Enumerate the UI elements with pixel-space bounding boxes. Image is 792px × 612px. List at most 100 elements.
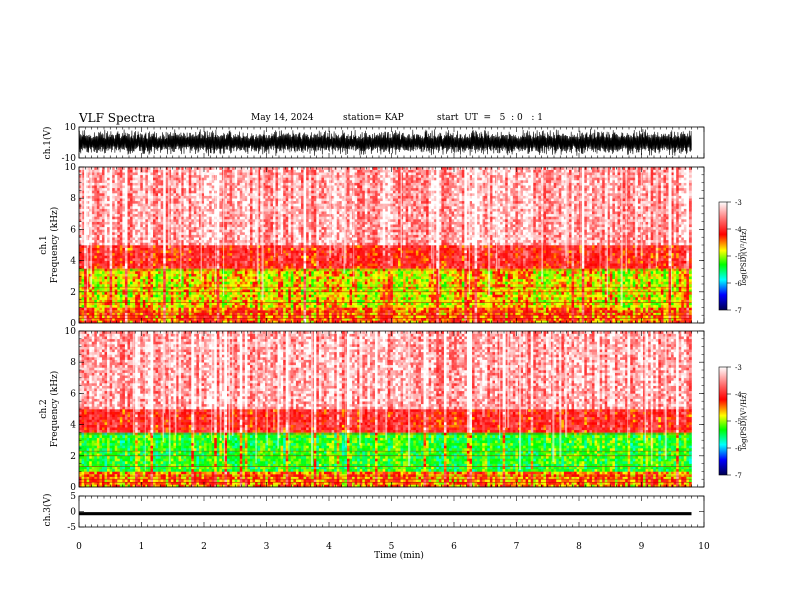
spectrogram-cell	[117, 219, 120, 222]
spectrogram-cell	[110, 193, 113, 196]
spectrogram-cell	[107, 229, 110, 232]
spectrogram-cell	[120, 235, 123, 238]
spectrogram-cell	[120, 258, 123, 261]
spectrogram-cell	[115, 253, 118, 256]
spectrogram-cell	[102, 190, 105, 193]
spectrogram-cell	[112, 237, 115, 240]
spectrogram-cell	[105, 180, 108, 183]
spectrogram-cell	[120, 237, 123, 240]
spectrogram-cell	[105, 209, 108, 212]
spectrogram-cell	[120, 229, 123, 232]
vlf-figure: 10-100246810024681050-50 1 2 3 4 5 6 7 8 9 10 -3-4…	[0, 0, 792, 612]
spectrogram-cell	[102, 209, 105, 212]
spectrogram-cell	[107, 297, 110, 300]
spectrogram-cell	[107, 172, 110, 175]
spectrogram-cell	[97, 206, 100, 209]
spectrogram-cell	[84, 203, 87, 206]
spectrogram-cell	[97, 196, 100, 199]
spectrogram-cell	[89, 294, 92, 297]
spectrogram-cell	[125, 242, 128, 245]
spectrogram-cell	[105, 219, 108, 222]
spectrogram-cell	[105, 255, 108, 258]
spectrogram-cell	[112, 175, 115, 178]
spectrogram-cell	[117, 235, 120, 238]
spectrogram-cell	[97, 245, 100, 248]
spectrogram-cell	[120, 297, 123, 300]
spectrogram-cell	[84, 188, 87, 191]
spectrogram-cell	[117, 183, 120, 186]
spectrogram-cell	[99, 248, 102, 251]
spectrogram-cell	[117, 190, 120, 193]
spectrogram-cell	[120, 177, 123, 180]
spectrogram-cell	[94, 274, 97, 277]
spectrogram-cell	[117, 284, 120, 287]
spectrogram-cell	[120, 170, 123, 173]
spectrogram-cell	[99, 297, 102, 300]
spectrogram-cell	[92, 300, 95, 303]
spectrogram-cell	[105, 240, 108, 243]
spectrogram-cell	[122, 222, 125, 225]
spectrogram-cell	[84, 281, 87, 284]
spectrogram-cell	[112, 242, 115, 245]
spectrogram-cell	[112, 201, 115, 204]
spectrogram-cell	[120, 180, 123, 183]
spectrogram-cell	[120, 300, 123, 303]
spectrogram-cell	[115, 240, 118, 243]
spectrogram-cell	[102, 224, 105, 227]
spectrogram-cell	[120, 276, 123, 279]
spectrogram-cell	[84, 263, 87, 266]
spectrogram-cell	[110, 258, 113, 261]
spectrogram-cell	[87, 307, 90, 310]
spectrogram-cell	[120, 198, 123, 201]
spectrogram-cell	[110, 177, 113, 180]
spectrogram-cell	[120, 248, 123, 251]
spectrogram-cell	[89, 310, 92, 313]
spectrogram-cell	[92, 183, 95, 186]
spectrogram-cell	[97, 216, 100, 219]
spectrogram-cell	[102, 188, 105, 191]
spectrogram-cell	[105, 297, 108, 300]
spectrogram-cell	[94, 248, 97, 251]
spectrogram-cell	[122, 232, 125, 235]
spectrogram-cell	[112, 271, 115, 274]
spectrogram-cell	[92, 209, 95, 212]
spectrogram-cell	[112, 266, 115, 269]
spectrogram-cell	[115, 198, 118, 201]
spectrogram-cell	[99, 240, 102, 243]
spectrogram-cell	[125, 224, 128, 227]
spectrogram-cell	[94, 219, 97, 222]
spectrogram-cell	[99, 235, 102, 238]
spectrogram-cell	[122, 180, 125, 183]
spectrogram-cell	[110, 242, 113, 245]
spectrogram-cell	[97, 237, 100, 240]
spectrogram-cell	[94, 227, 97, 230]
spectrogram-cell	[92, 172, 95, 175]
spectrogram-cell	[102, 222, 105, 225]
spectrogram-cell	[117, 253, 120, 256]
spectrogram-cell	[94, 276, 97, 279]
spectrogram-cell	[97, 188, 100, 191]
spectrogram-cell	[115, 170, 118, 173]
spectrogram-cell	[79, 248, 82, 251]
spectrogram-cell	[92, 219, 95, 222]
spectrogram-cell	[94, 224, 97, 227]
spectrogram-cell	[89, 297, 92, 300]
spectrogram-cell	[84, 190, 87, 193]
spectrogram-cell	[92, 201, 95, 204]
spectrogram-cell	[79, 292, 82, 295]
spectrogram-cell	[122, 175, 125, 178]
spectrogram-cell	[122, 209, 125, 212]
spectrogram-cell	[99, 227, 102, 230]
spectrogram-cell	[92, 310, 95, 313]
spectrogram-cell	[117, 245, 120, 248]
spectrogram-cell	[79, 284, 82, 287]
spectrogram-cell	[102, 242, 105, 245]
spectrogram-cell	[99, 310, 102, 313]
spectrogram-cell	[102, 305, 105, 308]
spectrogram-cell	[94, 307, 97, 310]
spectrogram-cell	[92, 190, 95, 193]
spectrogram-cell	[117, 188, 120, 191]
spectrogram-cell	[97, 190, 100, 193]
spectrogram-cell	[92, 263, 95, 266]
spectrogram-cell	[97, 274, 100, 277]
